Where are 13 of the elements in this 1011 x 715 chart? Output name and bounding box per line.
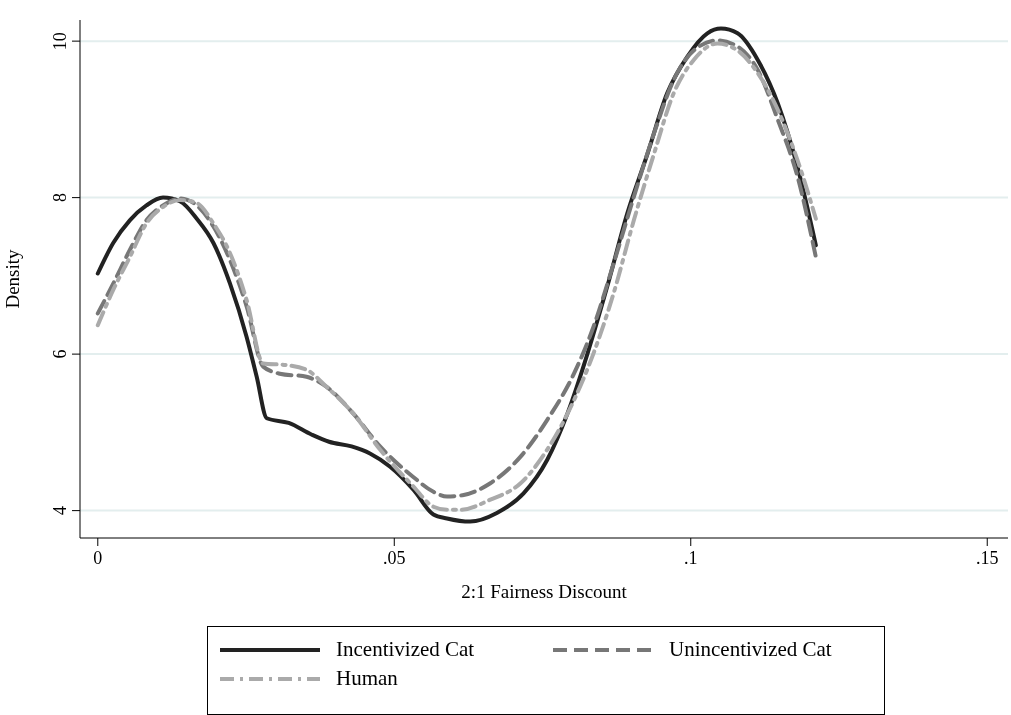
x-tick-label: .1 bbox=[684, 548, 698, 568]
y-axis-title: Density bbox=[1, 248, 23, 309]
y-tick-label: 10 bbox=[50, 32, 70, 51]
x-tick-label: .05 bbox=[383, 548, 406, 568]
legend-label: Incentivized Cat bbox=[336, 637, 475, 662]
y-tick-label: 8 bbox=[50, 193, 70, 203]
legend-label: Unincentivized Cat bbox=[669, 637, 832, 662]
x-tick-label: 0 bbox=[93, 548, 103, 568]
x-axis-title: 2:1 Fairness Discount bbox=[461, 581, 628, 602]
y-tick-label: 4 bbox=[50, 506, 70, 516]
y-tick-label: 6 bbox=[50, 349, 70, 359]
legend-label: Human bbox=[336, 666, 398, 691]
x-tick-label: .15 bbox=[976, 548, 999, 568]
